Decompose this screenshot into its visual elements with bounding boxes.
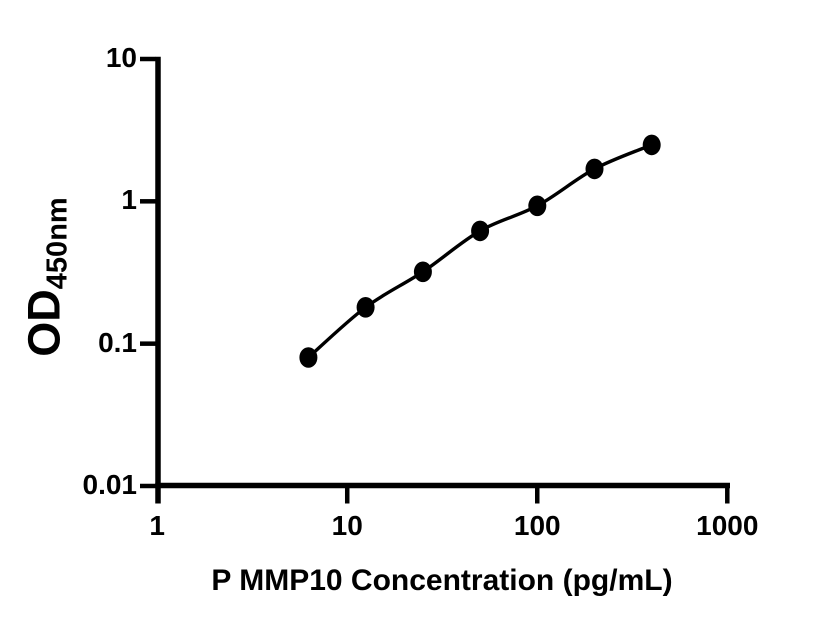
data-point-marker — [642, 134, 661, 156]
x-tick-label: 10 — [331, 510, 363, 541]
data-point-marker — [585, 158, 604, 180]
x-tick-label: 1000 — [696, 510, 759, 541]
x-tick-label: 100 — [513, 510, 561, 541]
x-axis-title: P MMP10 Concentration (pg/mL) — [211, 564, 673, 597]
data-point-marker — [413, 261, 432, 283]
data-point-marker — [471, 220, 490, 242]
y-tick-label: 0.01 — [82, 468, 138, 500]
data-point-marker — [356, 297, 375, 318]
y-axis-title: OD450nm — [18, 197, 74, 357]
x-tick-label: 1 — [149, 510, 165, 541]
y-tick-label: 10 — [105, 42, 137, 73]
data-point-marker — [299, 347, 318, 368]
y-axis-title-text: OD — [18, 289, 70, 357]
data-point-marker — [528, 195, 547, 217]
y-axis-title-subscript: 450nm — [41, 197, 74, 290]
y-tick-label: 1 — [121, 184, 137, 216]
y-tick-label: 0.1 — [98, 326, 137, 358]
